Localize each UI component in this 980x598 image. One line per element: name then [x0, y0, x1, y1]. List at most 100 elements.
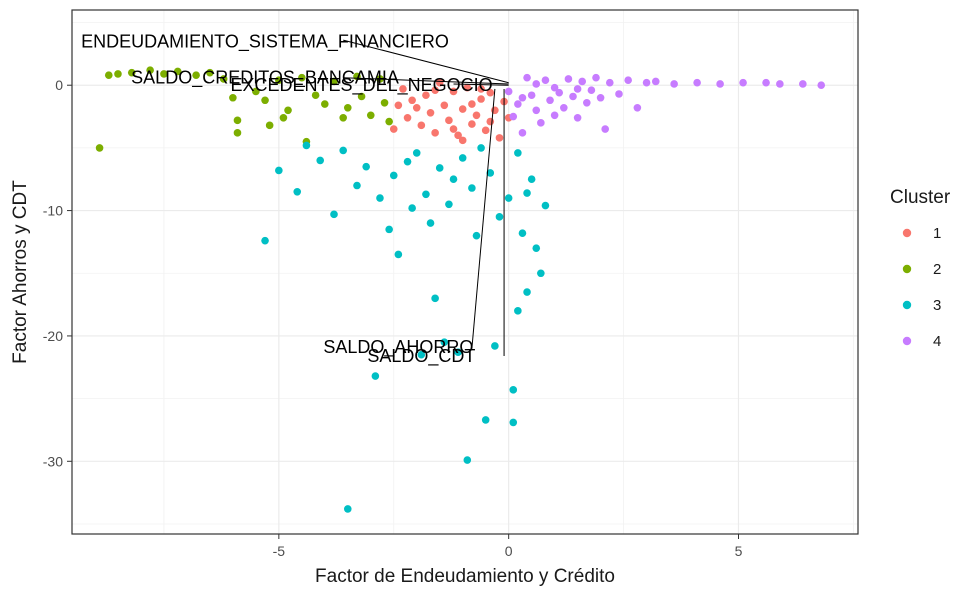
point-cluster-3 [339, 146, 347, 155]
point-cluster-2 [160, 70, 168, 78]
point-cluster-4 [532, 106, 541, 115]
point-cluster-3 [330, 210, 338, 219]
variable-label: SALDO_AHORRO [323, 337, 473, 358]
variable-labels: ENDEUDAMIENTO_SISTEMA_FINANCIERO SALDO_CR… [81, 31, 492, 367]
variable-arrow [343, 39, 509, 84]
point-cluster-4 [555, 88, 564, 97]
point-cluster-3 [477, 144, 485, 152]
point-cluster-1 [481, 126, 490, 135]
point-cluster-1 [449, 125, 458, 133]
point-cluster-3 [343, 505, 352, 513]
point-cluster-3 [445, 200, 453, 209]
point-cluster-4 [762, 78, 770, 87]
point-cluster-2 [206, 68, 214, 77]
y-tick-label: 0 [55, 77, 63, 93]
point-cluster-4 [523, 73, 531, 82]
point-cluster-3 [468, 184, 476, 192]
panel-background [72, 10, 858, 534]
point-cluster-3 [435, 164, 444, 172]
series-4 [504, 73, 826, 137]
variable-label: SALDO_CREDITOS_BANCAMIA [131, 68, 399, 89]
point-cluster-1 [477, 95, 485, 103]
point-cluster-4 [605, 78, 614, 87]
point-cluster-3 [454, 348, 462, 357]
point-cluster-1 [495, 134, 504, 142]
panel-border [71, 9, 859, 535]
point-cluster-3 [514, 307, 522, 315]
point-cluster-2 [192, 71, 200, 79]
point-cluster-4 [514, 100, 522, 108]
point-cluster-4 [596, 93, 605, 102]
point-cluster-2 [261, 96, 269, 105]
point-cluster-3 [403, 157, 412, 166]
variable-arrow [471, 88, 496, 349]
point-cluster-1 [463, 83, 472, 92]
point-cluster-3 [449, 175, 458, 184]
point-cluster-2 [252, 87, 260, 96]
point-cluster-3 [376, 194, 384, 202]
point-cluster-2 [219, 75, 228, 83]
legend-key-1 [902, 228, 912, 238]
point-cluster-4 [518, 129, 527, 137]
point-cluster-1 [468, 120, 476, 128]
x-tick-label: -5 [273, 543, 286, 559]
point-cluster-3 [316, 156, 325, 165]
point-cluster-1 [486, 88, 495, 97]
point-cluster-2 [233, 129, 242, 137]
point-cluster-3 [472, 231, 481, 240]
point-cluster-3 [463, 456, 472, 464]
point-cluster-1 [408, 96, 416, 105]
point-cluster-4 [541, 76, 550, 85]
point-cluster-3 [541, 201, 550, 210]
point-cluster-3 [486, 169, 495, 177]
point-cluster-2 [275, 76, 283, 85]
point-cluster-3 [514, 149, 522, 157]
point-cluster-3 [440, 338, 449, 347]
point-cluster-4 [504, 87, 513, 96]
point-cluster-4 [560, 103, 568, 112]
point-cluster-4 [564, 75, 573, 83]
point-cluster-3 [293, 187, 302, 196]
point-cluster-2 [229, 93, 237, 102]
point-cluster-4 [569, 92, 577, 101]
point-cluster-4 [518, 93, 527, 102]
point-cluster-1 [431, 86, 439, 95]
legend-title: Cluster [890, 187, 951, 208]
y-tick-label: -10 [43, 203, 63, 219]
point-cluster-3 [261, 236, 269, 245]
point-cluster-1 [454, 131, 462, 140]
point-cluster-1 [472, 111, 481, 120]
point-cluster-3 [426, 219, 435, 227]
point-cluster-4 [642, 78, 651, 87]
point-cluster-1 [477, 85, 485, 93]
point-cluster-4 [624, 76, 632, 85]
point-cluster-3 [532, 244, 541, 252]
point-cluster-2 [298, 73, 306, 82]
point-cluster-1 [468, 100, 476, 108]
point-cluster-1 [417, 121, 426, 130]
legend-key-3 [902, 300, 912, 310]
point-cluster-3 [527, 175, 536, 184]
point-cluster-1 [403, 114, 412, 122]
point-cluster-1 [491, 106, 499, 115]
series-2 [95, 66, 393, 152]
point-cluster-3 [537, 269, 545, 278]
point-cluster-2 [233, 116, 242, 125]
point-cluster-4 [799, 80, 807, 88]
point-cluster-2 [330, 77, 338, 86]
point-cluster-3 [458, 154, 467, 162]
point-cluster-4 [509, 112, 518, 121]
point-cluster-4 [587, 86, 596, 95]
point-cluster-4 [670, 80, 678, 88]
point-cluster-1 [458, 105, 467, 113]
y-axis-title: Factor Ahorros y CDT [10, 180, 31, 364]
point-cluster-3 [504, 194, 513, 202]
point-cluster-4 [633, 103, 642, 112]
point-cluster-4 [573, 85, 582, 93]
point-cluster-3 [412, 149, 421, 157]
point-cluster-3 [408, 204, 416, 212]
point-cluster-3 [495, 213, 504, 221]
point-cluster-2 [104, 71, 113, 79]
point-cluster-1 [422, 91, 430, 100]
